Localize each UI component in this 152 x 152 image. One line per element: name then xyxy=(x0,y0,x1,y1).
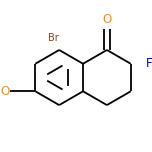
Text: O: O xyxy=(102,13,112,26)
Text: F: F xyxy=(146,57,152,70)
Text: O: O xyxy=(0,85,9,98)
Text: Br: Br xyxy=(48,33,59,43)
